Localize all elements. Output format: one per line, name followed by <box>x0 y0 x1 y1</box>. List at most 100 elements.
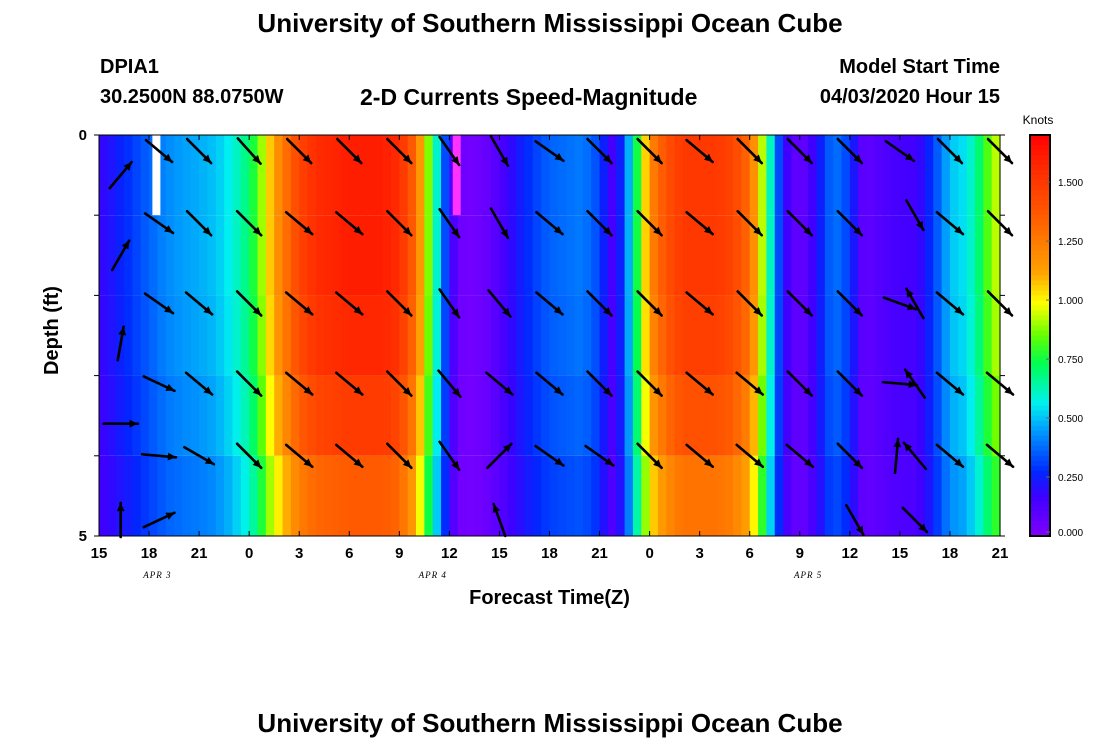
colorbar-segment <box>1030 240 1050 246</box>
current-vector <box>836 209 864 237</box>
heatmap-cell <box>716 375 726 456</box>
colorbar-segment <box>1030 430 1050 437</box>
colorbar-segment <box>1030 385 1050 392</box>
heatmap-cell <box>708 295 717 376</box>
current-vector <box>489 135 510 168</box>
vector-head <box>1003 154 1013 164</box>
heatmap-cell <box>424 455 434 536</box>
heatmap-cell <box>307 135 317 216</box>
current-vector <box>735 371 765 396</box>
x-tick-label: 0 <box>645 545 653 562</box>
colorbar-segment <box>1030 460 1050 467</box>
heatmap-cell <box>207 295 217 376</box>
colorbar-segment <box>1030 380 1050 387</box>
colorbar-segment <box>1030 215 1050 221</box>
vector-head <box>553 306 563 315</box>
heatmap-cell <box>632 375 642 456</box>
heatmap-cell <box>874 135 884 216</box>
heatmap-cell <box>265 375 275 456</box>
vector-head <box>904 152 914 161</box>
x-tick-label: 12 <box>441 545 458 562</box>
heatmap-cell <box>833 375 843 456</box>
heatmap-cell <box>649 455 659 536</box>
heatmap-cell <box>157 375 167 456</box>
vector-head <box>303 225 313 235</box>
vector-head <box>853 306 862 316</box>
colorbar-segment <box>1030 495 1050 502</box>
current-vector <box>116 501 125 539</box>
colorbar-segment <box>1030 530 1050 537</box>
heatmap-cell <box>607 455 617 536</box>
colorbar-segment <box>1030 425 1050 432</box>
vector-head <box>703 225 713 235</box>
heatmap-cell <box>733 295 742 376</box>
heatmap-cell <box>182 295 192 376</box>
colorbar-segment <box>1030 175 1050 181</box>
colorbar-segment <box>1030 325 1050 332</box>
colorbar-segment <box>1030 395 1050 402</box>
colorbar-segment <box>1030 510 1050 517</box>
heatmap-cell <box>833 215 843 296</box>
heatmap-cell <box>441 215 450 296</box>
heatmap-cell <box>557 215 567 296</box>
heatmap-cell <box>382 135 392 216</box>
heatmap-cell <box>891 215 901 296</box>
heatmap-cell <box>99 375 108 456</box>
heatmap-cell <box>315 215 325 296</box>
heatmap-cell <box>632 215 642 296</box>
vector-head <box>953 154 962 164</box>
heatmap-cell <box>616 375 626 456</box>
heatmap-cell <box>199 375 209 456</box>
heatmap-cell <box>157 295 167 376</box>
heatmap-cell <box>649 215 659 296</box>
current-vector <box>235 290 263 317</box>
heatmap-cell <box>524 455 534 536</box>
heatmap-cell <box>874 375 884 456</box>
current-vector <box>736 137 764 165</box>
heatmap-cell <box>290 215 300 296</box>
heatmap-cell <box>457 375 467 456</box>
vector-head <box>915 220 924 230</box>
heatmap-cell <box>816 215 826 296</box>
current-vector <box>786 209 814 237</box>
heatmap-cell <box>766 215 776 296</box>
heatmap-cell <box>224 295 234 376</box>
vector-head <box>905 369 914 379</box>
heatmap-cell <box>883 455 893 536</box>
heatmap-cell <box>958 295 968 376</box>
heatmap-cell <box>532 455 542 536</box>
heatmap-cell <box>457 455 467 536</box>
vector-head <box>653 226 662 236</box>
heatmap-cell <box>833 135 843 216</box>
heatmap-cell <box>866 455 876 536</box>
heatmap-cell <box>674 135 684 216</box>
heatmap-cell <box>858 215 868 296</box>
colorbar-segment <box>1030 245 1050 251</box>
heatmap-cell <box>966 295 976 376</box>
date-label: APR 3 <box>142 570 171 580</box>
colorbar-segment <box>1030 320 1050 327</box>
heatmap-cell <box>324 295 334 376</box>
colorbar-segment <box>1030 150 1050 156</box>
vector-head <box>165 383 175 391</box>
colorbar-segment <box>1030 365 1050 372</box>
current-vector <box>438 207 461 239</box>
current-vector <box>905 199 925 232</box>
colorbar-tick-label: 1.500 <box>1058 178 1083 189</box>
vector-head <box>252 459 262 468</box>
heatmap-cell <box>365 215 375 296</box>
axes: 15 18 21 0 3 6 9 12 15 18 21 0 3 6 9 12 15 18 21 0 5 APR 3 APR… <box>79 127 1009 580</box>
heatmap-cell <box>557 455 567 536</box>
heatmap-cell <box>99 455 108 536</box>
vector-head <box>123 162 132 171</box>
x-tick-label: 15 <box>892 545 909 562</box>
heatmap-cell <box>574 455 584 536</box>
colorbar-segment <box>1030 525 1050 532</box>
current-vector <box>285 137 313 165</box>
heatmap-cell <box>332 375 342 456</box>
vector-head <box>906 288 914 298</box>
heatmap-cell <box>340 375 350 456</box>
heatmap-cell <box>541 375 551 456</box>
heatmap-cell <box>641 375 651 456</box>
vector-head <box>553 386 563 395</box>
